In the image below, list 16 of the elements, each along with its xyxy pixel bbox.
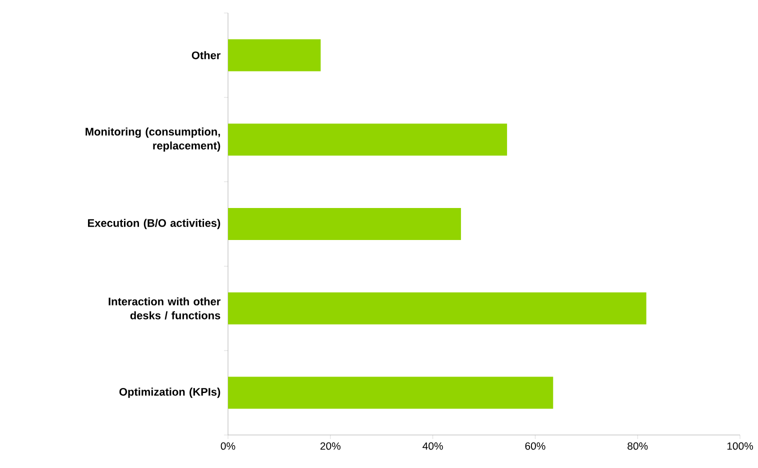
y-tick-label: Optimization (KPIs) — [119, 388, 220, 398]
y-tick-label: Execution (B/O activities) — [88, 218, 220, 230]
x-tick-label: 80% — [628, 442, 648, 450]
bar — [228, 124, 508, 156]
bar — [228, 376, 554, 409]
x-tick-label: 40% — [422, 442, 443, 450]
x-tick-label: 100% — [727, 442, 753, 450]
y-tick-label: Other — [192, 51, 220, 60]
bar — [228, 39, 321, 72]
x-tick-label: 60% — [525, 442, 546, 450]
x-tick-label: 20% — [320, 442, 340, 450]
bar — [228, 292, 646, 324]
y-tick-label: Monitoring (consumption, replacement) — [86, 128, 220, 152]
x-tick-label: 0% — [220, 442, 236, 450]
bar — [228, 208, 461, 240]
y-tick-label: Interaction with other desks / functions — [108, 297, 220, 320]
